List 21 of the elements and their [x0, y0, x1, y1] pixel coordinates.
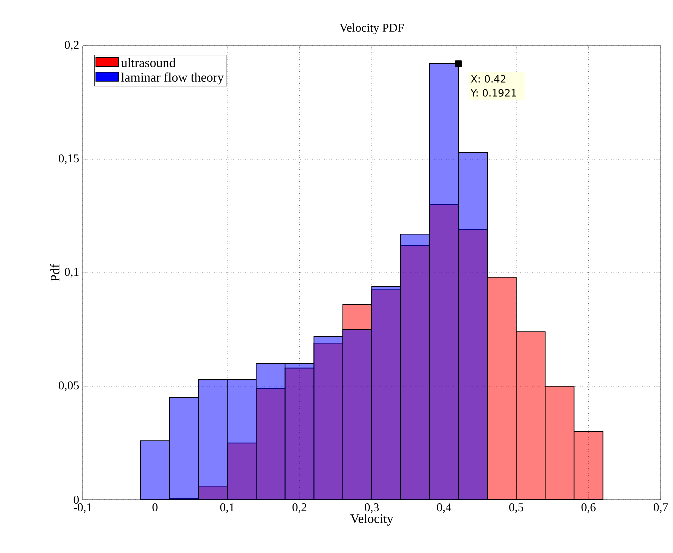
- legend-label: ultrasound: [121, 58, 176, 68]
- y-tick-label: 0,05: [59, 382, 80, 392]
- x-tick-label: 0,4: [437, 504, 452, 514]
- x-axis-title: Velocity: [350, 514, 394, 526]
- x-tick-label: 0: [152, 504, 158, 512]
- x-tick-label: 0,5: [509, 504, 524, 514]
- x-tick-label: -0,1: [74, 504, 92, 514]
- y-axis-title: Pdf: [50, 264, 60, 282]
- x-tick-label: 0,7: [654, 504, 668, 514]
- x-tick-label: 0,3: [364, 504, 380, 514]
- legend-label: laminar flow theory: [121, 72, 224, 85]
- y-tick-label: 0: [74, 496, 80, 504]
- x-tick-label: 0,2: [292, 504, 307, 514]
- x-tick-label: 0,6: [582, 504, 596, 514]
- y-tick-label: 0,15: [59, 154, 80, 164]
- chart-title: Velocity PDF: [340, 24, 404, 34]
- y-tick-label: 0,1: [64, 268, 79, 278]
- annotation: Y: 0.1921: [470, 89, 516, 97]
- x-tick-label: 0,1: [220, 504, 234, 514]
- y-tick-label: 0,2: [64, 41, 79, 51]
- annotation: X: 0.42: [471, 75, 506, 83]
